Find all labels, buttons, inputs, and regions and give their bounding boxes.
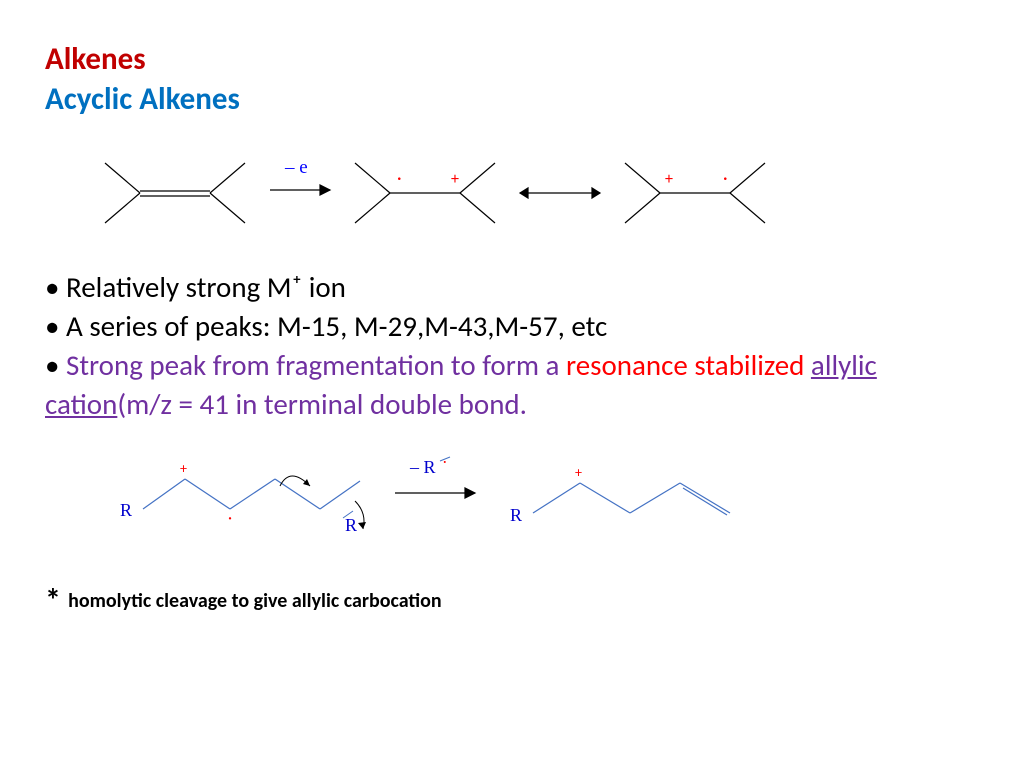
svg-text:·: · [397,167,402,189]
footnote-star: * [45,581,68,620]
bullet-1: • Relatively strong M⁺ ion [45,268,979,307]
svg-text:R: R [510,505,522,525]
bullet-2: • A series of peaks: M-15, M-29,M-43,M-5… [45,307,979,346]
svg-text:R: R [120,500,132,520]
bullet-3: • Strong peak from fragmentation to form… [45,346,979,424]
svg-text:R: R [345,515,357,535]
svg-text:·: · [723,167,728,189]
svg-text:·: · [228,509,232,528]
svg-text:– R: – R [409,457,436,477]
reaction-scheme-1: – e · + + · [95,148,979,248]
minus-e-label: – e [284,157,308,178]
svg-text:+: + [575,464,582,481]
footnote-text: homolytic cleavage to give allylic carbo… [68,589,441,613]
svg-text:·: · [443,453,447,470]
footnote: * homolytic cleavage to give allylic car… [45,581,979,620]
svg-text:+: + [451,170,459,189]
svg-text:+: + [665,170,673,189]
heading-alkenes: Alkenes [45,40,979,78]
bullet-list: • Relatively strong M⁺ ion • A series of… [45,268,979,425]
heading-acyclic: Acyclic Alkenes [45,80,979,118]
reaction-scheme-2: R + · R – R · R + [115,451,979,551]
svg-text:+: + [180,460,187,477]
